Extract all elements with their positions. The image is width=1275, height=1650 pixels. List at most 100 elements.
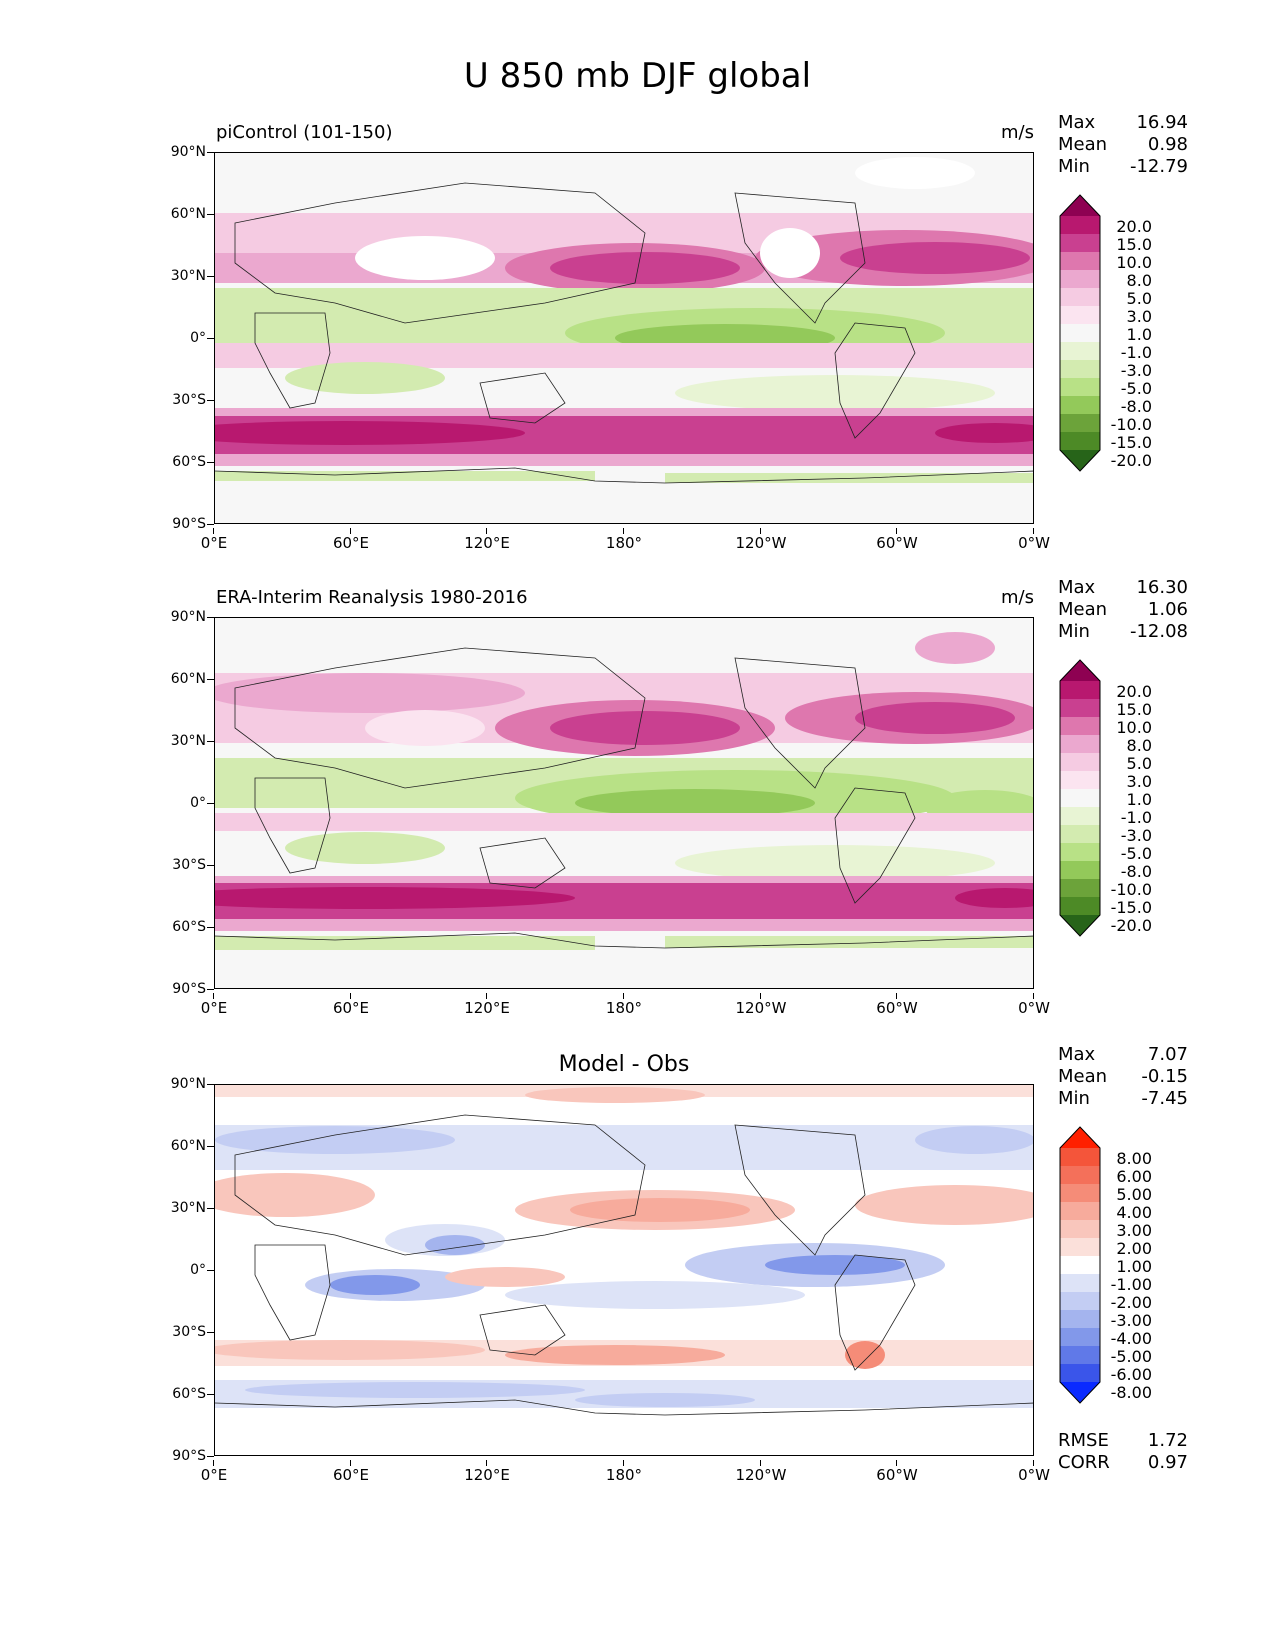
colorbar-label: 1.0 xyxy=(1126,325,1152,344)
colorbar-label: -2.00 xyxy=(1110,1293,1152,1312)
colorbar-label: 8.0 xyxy=(1126,736,1152,755)
colorbar-segment xyxy=(1060,789,1100,808)
colorbar-segment xyxy=(1060,396,1100,415)
colorbar-segment xyxy=(1060,717,1100,736)
colorbar-label: 10.0 xyxy=(1116,253,1152,272)
stat-max-value: 16.94 xyxy=(1136,112,1188,133)
panel-title: Model - Obs xyxy=(558,1052,690,1077)
colorbar-segment xyxy=(1060,234,1100,253)
colorbar-label: -8.0 xyxy=(1120,862,1152,881)
y-tick: 90°S xyxy=(146,516,214,532)
colorbar-segment xyxy=(1060,216,1100,235)
colorbar-label: 3.0 xyxy=(1126,772,1152,791)
y-tick: 90°N xyxy=(146,1076,214,1092)
colorbar-outline xyxy=(1059,659,1101,937)
colorbar-label: 3.00 xyxy=(1116,1221,1152,1240)
stat-min-label: Min xyxy=(1058,156,1090,177)
x-tick: 60°W xyxy=(857,528,937,552)
x-tick: 0°E xyxy=(174,528,254,552)
y-tick: 0° xyxy=(146,330,214,346)
colorbar-segment xyxy=(1060,1328,1100,1347)
stats-box: Max 16.94 Mean 0.98 Min -12.79 xyxy=(1058,112,1188,178)
colorbar-extend-top xyxy=(1060,195,1100,216)
colorbar-segment xyxy=(1060,414,1100,433)
x-tick: 0°W xyxy=(994,993,1074,1017)
x-tick: 0°W xyxy=(994,1460,1074,1484)
stat-min-label: Min xyxy=(1058,1088,1090,1109)
colorbar-label: 5.0 xyxy=(1126,289,1152,308)
colorbar-segment xyxy=(1060,1220,1100,1239)
panel-title: ERA-Interim Reanalysis 1980-2016 xyxy=(216,587,528,608)
colorbar-label: -10.0 xyxy=(1110,880,1152,899)
colorbar-segment xyxy=(1060,771,1100,790)
units-label: m/s xyxy=(1001,587,1034,608)
colorbar-segment xyxy=(1060,360,1100,379)
colorbar-segment xyxy=(1060,1166,1100,1185)
figure-title: U 850 mb DJF global xyxy=(463,56,812,96)
colorbar-segment xyxy=(1060,1310,1100,1329)
x-tick: 180° xyxy=(584,1460,664,1484)
x-tick: 60°W xyxy=(857,993,937,1017)
colorbar-label: -4.00 xyxy=(1110,1329,1152,1348)
stat-max-label: Max xyxy=(1058,1044,1096,1065)
colorbar-label: 3.0 xyxy=(1126,307,1152,326)
colorbar-label: 20.0 xyxy=(1116,217,1152,236)
colorbar-label: 1.0 xyxy=(1126,790,1152,809)
colorbar-label: -1.0 xyxy=(1120,343,1152,362)
colorbar-label: 5.0 xyxy=(1126,754,1152,773)
colorbar-segment xyxy=(1060,735,1100,754)
colorbar-segment xyxy=(1060,1256,1100,1275)
colorbar-label: 15.0 xyxy=(1116,235,1152,254)
y-tick: 30°S xyxy=(146,857,214,873)
colorbar-outline xyxy=(1059,1126,1101,1404)
map-era-interim xyxy=(214,617,1034,989)
y-tick: 60°S xyxy=(146,454,214,470)
stats-box: Max 16.30 Mean 1.06 Min -12.08 xyxy=(1058,577,1188,643)
colorbar-label: 1.00 xyxy=(1116,1257,1152,1276)
stat-mean-value: 1.06 xyxy=(1147,599,1188,620)
colorbar-label: -1.0 xyxy=(1120,808,1152,827)
y-tick: 90°N xyxy=(146,609,214,625)
y-tick: 60°S xyxy=(146,1386,214,1402)
x-tick: 120°W xyxy=(721,528,801,552)
stat-mean-value: -0.15 xyxy=(1141,1066,1188,1087)
metrics-box: RMSE 1.72 CORR 0.97 xyxy=(1058,1430,1188,1474)
colorbar-label: 20.0 xyxy=(1116,682,1152,701)
colorbar-extend-bottom xyxy=(1060,1382,1100,1403)
rmse-label: RMSE xyxy=(1058,1430,1109,1451)
y-tick: 90°S xyxy=(146,1448,214,1464)
colorbar-segment xyxy=(1060,1202,1100,1221)
y-tick: 60°S xyxy=(146,919,214,935)
x-tick: 0°E xyxy=(174,993,254,1017)
colorbar-label: 4.00 xyxy=(1116,1203,1152,1222)
colorbar-extend-top xyxy=(1060,660,1100,681)
y-tick: 30°N xyxy=(146,733,214,749)
colorbar-outline xyxy=(1059,194,1101,472)
colorbar xyxy=(1059,194,1101,472)
y-tick: 30°N xyxy=(146,1200,214,1216)
colorbar-label: 8.0 xyxy=(1126,271,1152,290)
colorbar-segment xyxy=(1060,1292,1100,1311)
colorbar-segment xyxy=(1060,1148,1100,1167)
y-tick: 30°S xyxy=(146,1324,214,1340)
panel-picontrol: piControl (101-150) m/s Max 16.94 Mean 0.9… xyxy=(0,112,1275,552)
colorbar-segment xyxy=(1060,306,1100,325)
stat-mean-value: 0.98 xyxy=(1147,134,1188,155)
colorbar-label: -10.0 xyxy=(1110,415,1152,434)
y-tick: 30°N xyxy=(146,268,214,284)
colorbar-segment xyxy=(1060,843,1100,862)
colorbar-label: -3.00 xyxy=(1110,1311,1152,1330)
colorbar-label: 6.00 xyxy=(1116,1167,1152,1186)
map-picontrol xyxy=(214,152,1034,524)
x-tick: 60°W xyxy=(857,1460,937,1484)
stat-max-label: Max xyxy=(1058,112,1096,133)
colorbar-segment xyxy=(1060,1184,1100,1203)
x-tick: 0°E xyxy=(174,1460,254,1484)
stat-mean-label: Mean xyxy=(1058,599,1108,620)
y-tick: 30°S xyxy=(146,392,214,408)
colorbar-label: -5.00 xyxy=(1110,1347,1152,1366)
y-tick: 60°N xyxy=(146,671,214,687)
stat-min-label: Min xyxy=(1058,621,1090,642)
colorbar-labels: 8.00 6.00 5.00 4.00 3.00 2.00 1.00 -1.00… xyxy=(1104,1150,1164,1402)
colorbar-segment xyxy=(1060,252,1100,271)
